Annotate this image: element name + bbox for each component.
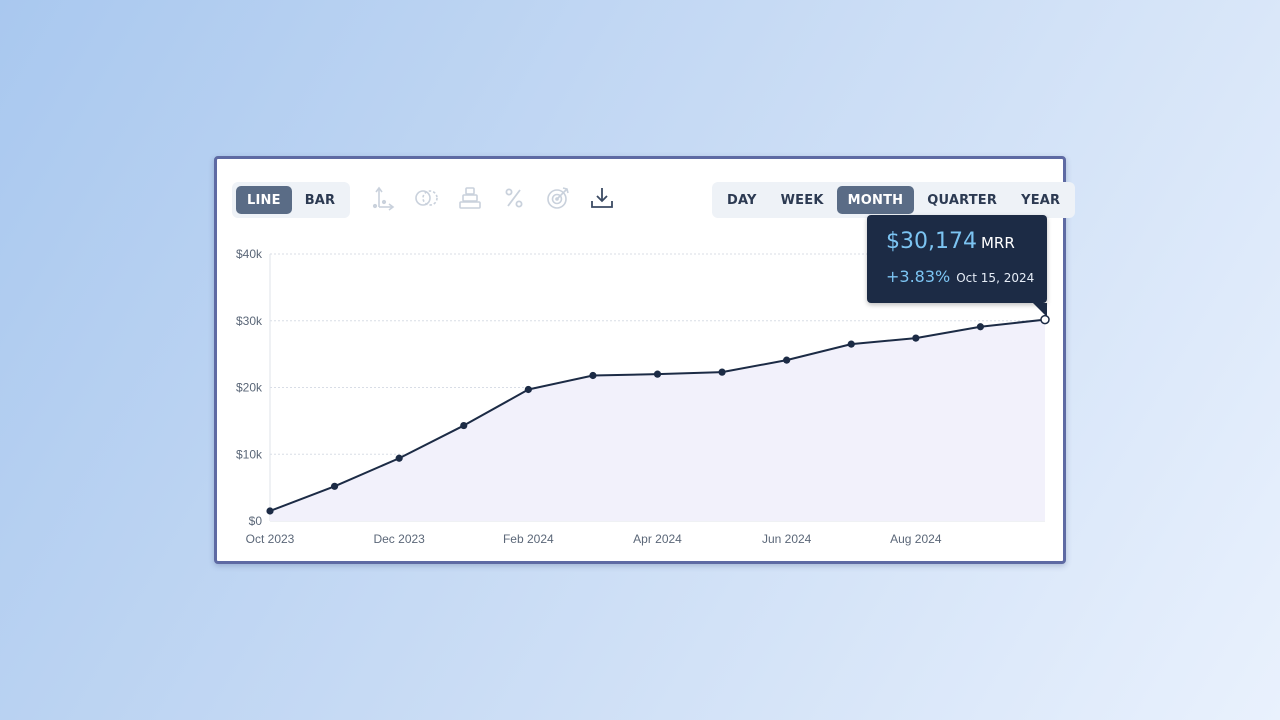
x-tick-label: Jun 2024: [762, 532, 812, 546]
data-point: [653, 370, 662, 378]
data-point: [524, 385, 532, 394]
x-tick-label: Apr 2024: [633, 532, 682, 546]
data-point: [847, 340, 855, 348]
data-point: [783, 356, 791, 364]
period-year-button[interactable]: YEAR: [1021, 192, 1061, 208]
line-toggle-button[interactable]: LINE: [236, 186, 292, 214]
percent-icon[interactable]: [499, 183, 529, 213]
tooltip-unit: MRR: [980, 234, 1015, 252]
chart-type-toggle: LINE BAR: [232, 182, 351, 218]
y-tick-label: $10k: [236, 447, 263, 461]
data-point: [395, 454, 403, 462]
period-day-button[interactable]: DAY: [727, 192, 757, 208]
x-tick-label: Aug 2024: [890, 532, 942, 546]
stack-icon[interactable]: [455, 183, 485, 213]
value-tooltip: $30,174 MRR +3.83% Oct 15, 2024: [867, 215, 1047, 317]
period-week-button[interactable]: WEEK: [780, 192, 824, 208]
data-point: [912, 334, 920, 342]
chart-card: LINE BAR: [214, 156, 1076, 564]
data-point: [589, 371, 597, 380]
tooltip-value: $30,174: [886, 229, 977, 254]
period-month-button[interactable]: MONTH: [836, 186, 915, 214]
data-point: [976, 323, 985, 331]
target-icon[interactable]: [543, 183, 573, 213]
bar-toggle-button[interactable]: BAR: [304, 192, 336, 208]
mrr-line-chart: $0 $10k $20k $30k $40k Oct 2023 Dec 2023 Feb 20…: [236, 247, 1050, 546]
y-tick-label: $20k: [236, 381, 263, 395]
tooltip-change: +3.83%: [886, 267, 951, 286]
data-point: [460, 421, 468, 430]
x-tick-label: Oct 2023: [246, 532, 295, 546]
period-toggle: DAY WEEK MONTH QUARTER YEAR: [712, 182, 1076, 218]
axis-icon[interactable]: [367, 183, 397, 213]
tooltip-date: Oct 15, 2024: [956, 271, 1035, 285]
period-quarter-button[interactable]: QUARTER: [927, 192, 998, 208]
data-point: [718, 368, 726, 376]
chart-toolbar: [367, 183, 617, 213]
x-tick-label: Dec 2023: [373, 532, 425, 546]
data-point: [266, 507, 274, 515]
y-tick-label: $0: [249, 514, 263, 528]
download-icon[interactable]: [587, 183, 617, 213]
y-tick-label: $40k: [236, 247, 263, 261]
x-tick-label: Feb 2024: [503, 532, 554, 546]
y-tick-label: $30k: [236, 314, 263, 328]
area-fill: [270, 319, 1045, 521]
compare-icon[interactable]: [411, 183, 441, 213]
data-point: [330, 482, 339, 490]
